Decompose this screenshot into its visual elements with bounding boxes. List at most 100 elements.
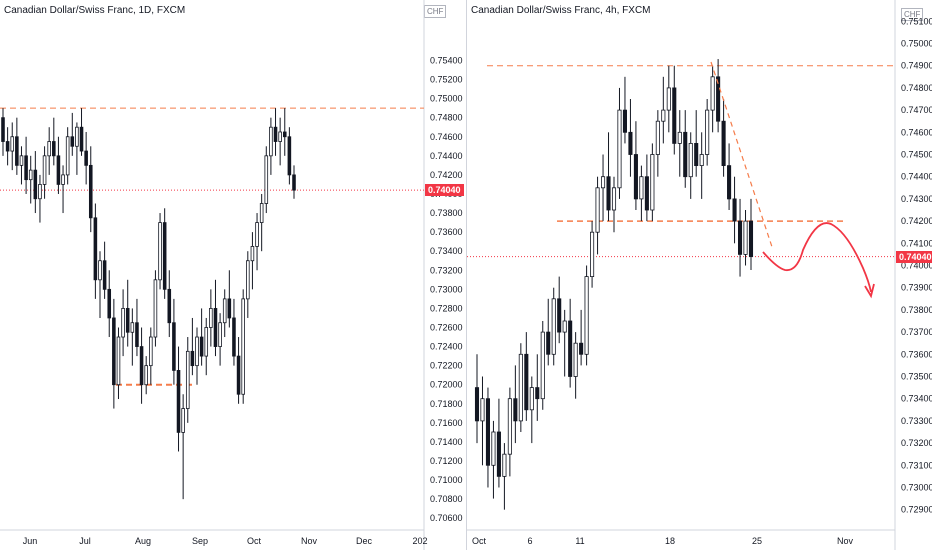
- candle: [61, 165, 65, 214]
- candle: [727, 143, 732, 211]
- y-tick-label: 0.73200: [430, 265, 463, 275]
- candle-body: [61, 174, 65, 185]
- candle-body: [557, 298, 562, 333]
- candle-body: [236, 355, 241, 395]
- candle: [292, 165, 296, 199]
- candle: [743, 210, 748, 266]
- candle: [480, 376, 485, 466]
- y-tick-label: 0.73100: [901, 460, 932, 470]
- candle-body: [195, 336, 199, 367]
- candle: [595, 176, 600, 255]
- x-tick-label: 11: [575, 536, 584, 546]
- candle-body: [282, 131, 287, 138]
- candle-body: [56, 155, 61, 185]
- chart-canvas[interactable]: 0.75400 0.75200 0.75000 0.74800 0.74600 0.744…: [0, 0, 466, 550]
- y-tick-label: 0.75400: [430, 55, 463, 65]
- candle: [622, 76, 628, 144]
- candle: [688, 132, 693, 199]
- y-tick-label: 0.74000: [901, 261, 932, 271]
- candle: [716, 59, 721, 133]
- candle: [153, 270, 158, 347]
- currency-badge: CHF: [424, 5, 447, 18]
- candle-body: [153, 279, 158, 338]
- candle-body: [65, 136, 70, 176]
- candle-body: [617, 109, 622, 189]
- candle-body: [273, 126, 278, 142]
- candle-body: [144, 365, 148, 386]
- x-tick-label: 6: [527, 536, 532, 546]
- candle: [28, 155, 33, 204]
- candle-body: [185, 350, 190, 409]
- candle: [181, 394, 185, 500]
- candle-body: [135, 322, 139, 347]
- y-tick-label: 0.73900: [901, 283, 932, 293]
- candle: [218, 313, 222, 366]
- candle-body: [568, 320, 573, 377]
- y-tick-label: 0.73400: [901, 394, 932, 404]
- candle-body: [650, 154, 655, 211]
- candle-body: [149, 336, 153, 367]
- candle: [573, 332, 578, 399]
- y-tick-label: 0.73700: [901, 327, 932, 337]
- y-tick-label: 0.74800: [430, 113, 463, 123]
- candle-body: [264, 155, 269, 204]
- candle-body: [694, 143, 699, 167]
- candle-body: [496, 431, 501, 477]
- y-tick-label: 0.73600: [430, 227, 463, 237]
- candle-body: [98, 260, 102, 281]
- y-tick-label: 0.72900: [901, 505, 932, 515]
- candle-body: [595, 187, 600, 233]
- candle: [42, 146, 47, 199]
- candle-body: [485, 398, 491, 466]
- candle-body: [38, 184, 42, 200]
- y-tick-label: 0.72200: [430, 361, 463, 371]
- x-tick-label: 18: [665, 536, 675, 546]
- candle-body: [672, 87, 677, 144]
- x-tick-label: Sep: [192, 536, 208, 546]
- projection-arrowhead: [864, 283, 875, 299]
- candle: [748, 198, 754, 270]
- x-tick-label: Dec: [356, 536, 373, 546]
- candle-body: [84, 150, 88, 166]
- candle: [246, 251, 250, 318]
- candle: [278, 117, 282, 166]
- y-tick-label: 0.71800: [430, 399, 463, 409]
- candle: [158, 213, 162, 290]
- candle: [579, 309, 584, 366]
- candle: [269, 117, 273, 175]
- candle-body: [737, 220, 743, 255]
- candle: [33, 151, 38, 214]
- candle-body: [644, 176, 649, 211]
- candle: [195, 327, 199, 385]
- x-tick-label: Jun: [23, 536, 38, 546]
- candle-body: [222, 298, 227, 324]
- y-tick-label: 0.71200: [430, 456, 463, 466]
- y-tick-label: 0.72000: [430, 380, 463, 390]
- candle-body: [507, 398, 512, 455]
- x-tick-label: Oct: [247, 536, 262, 546]
- candle: [507, 387, 512, 477]
- candle: [485, 387, 491, 488]
- candle: [639, 165, 644, 222]
- candle: [167, 270, 172, 338]
- candle: [204, 317, 209, 376]
- y-tick-label: 0.73400: [430, 246, 463, 256]
- candle-body: [269, 126, 273, 157]
- candle-body: [573, 342, 578, 377]
- chart-panel-daily[interactable]: Canadian Dollar/Swiss Franc, 1D, FXCM CH…: [0, 0, 466, 550]
- candle-body: [199, 336, 204, 357]
- candle: [562, 309, 567, 377]
- y-tick-label: 0.75000: [901, 39, 932, 49]
- candle: [144, 356, 148, 395]
- candle-body: [491, 431, 496, 466]
- candle-body: [562, 320, 567, 333]
- projection-path: [762, 222, 872, 293]
- candle-body: [524, 353, 529, 411]
- candle-body: [292, 174, 296, 191]
- candle-body: [190, 350, 195, 367]
- chart-panel-4h[interactable]: Canadian Dollar/Swiss Franc, 4h, FXCM CH…: [466, 0, 932, 550]
- chart-canvas[interactable]: 0.75100 0.75000 0.74900 0.74800 0.74700 0.746…: [467, 0, 932, 550]
- candle-body: [666, 87, 671, 111]
- candle-body: [529, 387, 534, 411]
- y-tick-label: 0.73200: [901, 438, 932, 448]
